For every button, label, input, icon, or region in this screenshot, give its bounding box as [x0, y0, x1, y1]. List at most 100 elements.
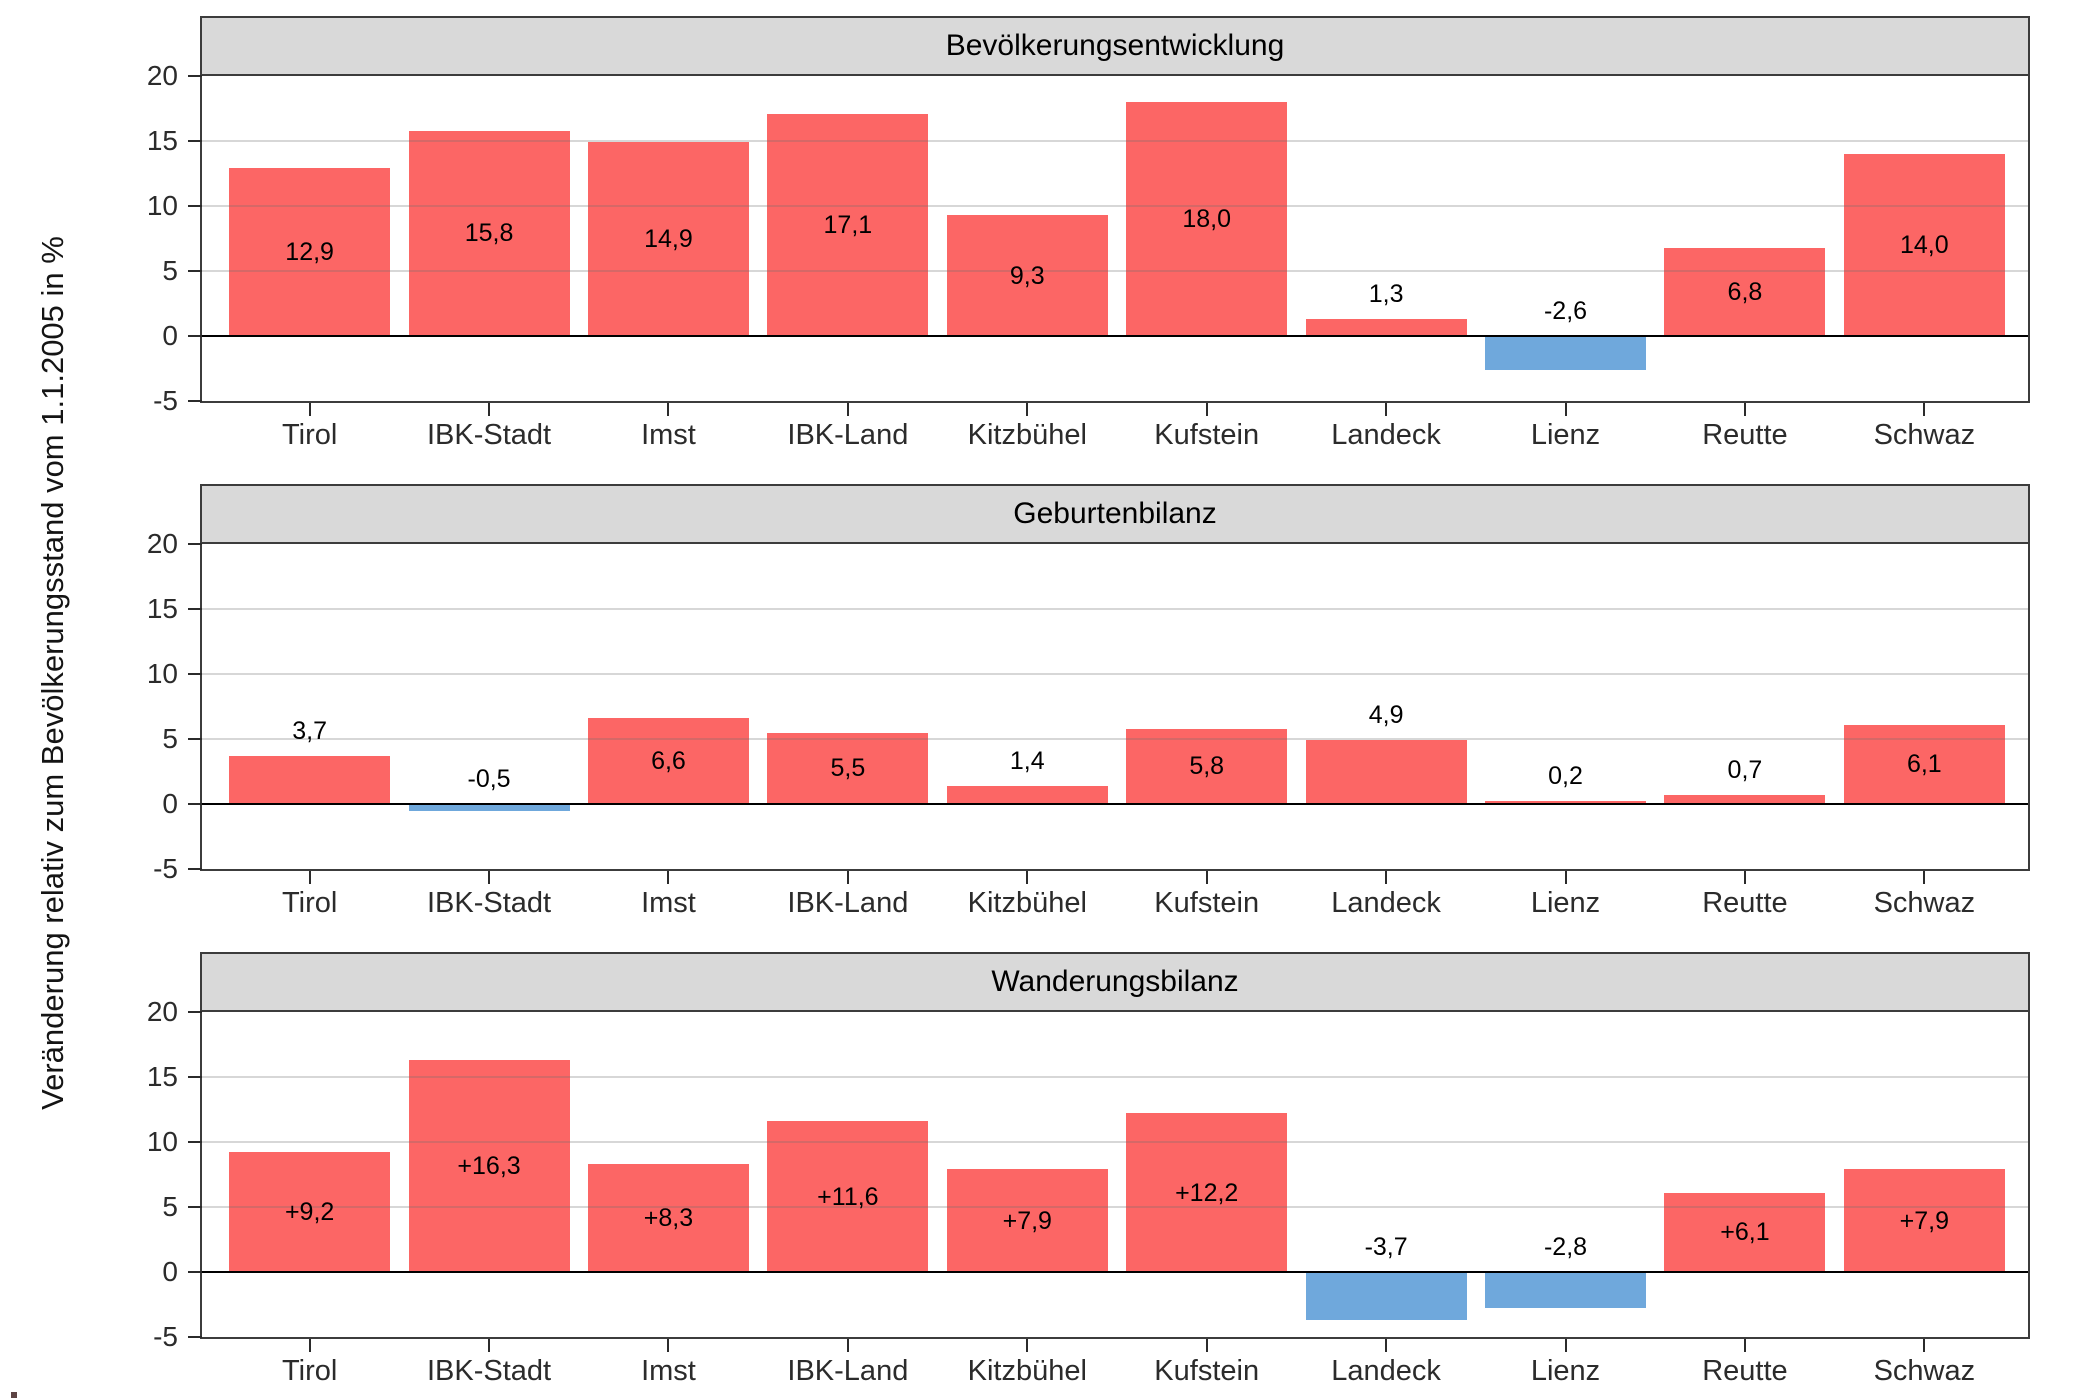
- y-tick-mark: [188, 1011, 202, 1013]
- value-label: 5,5: [830, 754, 866, 783]
- x-tick-mark: [1205, 403, 1208, 416]
- bar-Imst: [587, 142, 749, 336]
- x-tick-mark: [1385, 403, 1388, 416]
- gridline-10: [202, 1141, 2028, 1143]
- x-category-label: Kufstein: [1154, 887, 1260, 919]
- x-category-label: Schwaz: [1873, 887, 1976, 919]
- value-label: 4,9: [1368, 701, 1404, 730]
- y-tick-label: -5: [153, 1321, 178, 1352]
- bar-Kufstein: [1126, 102, 1288, 336]
- bar-Schwaz: [1843, 1169, 2005, 1272]
- y-tick-label: 15: [146, 1061, 178, 1092]
- x-category-label: Schwaz: [1873, 419, 1976, 451]
- bar-Schwaz: [1843, 724, 2005, 804]
- footnote-mark: [11, 1392, 17, 1398]
- x-tick-mark: [1205, 871, 1208, 884]
- x-category-label: Kufstein: [1154, 1355, 1260, 1387]
- x-tick-mark: [488, 871, 491, 884]
- value-label: 6,6: [651, 747, 686, 776]
- x-tick-mark: [1743, 1339, 1746, 1352]
- x-tick-mark: [1923, 1339, 1926, 1352]
- y-tick-mark: [188, 1206, 202, 1208]
- y-tick-mark: [188, 868, 202, 870]
- bar-Kitzbühel: [946, 785, 1108, 804]
- y-tick-mark: [188, 1271, 202, 1273]
- bar-Reutte: [1664, 1192, 1826, 1272]
- x-category-label: Reutte: [1702, 887, 1788, 919]
- x-category-label: Tirol: [281, 887, 338, 919]
- x-tick-mark: [1205, 1339, 1208, 1352]
- y-tick-mark: [188, 400, 202, 402]
- bar-Kufstein: [1126, 1113, 1288, 1272]
- x-category-label: Landeck: [1331, 419, 1441, 451]
- y-tick-label: 0: [162, 1256, 178, 1287]
- x-category-label: Kitzbühel: [967, 419, 1087, 451]
- x-category-label: IBK-Stadt: [426, 419, 552, 451]
- bar-Lienz: [1485, 1272, 1647, 1309]
- x-category-label: Kitzbühel: [967, 1355, 1087, 1387]
- bar-Tirol: [229, 168, 391, 336]
- bar-IBK-Land: [767, 113, 929, 336]
- zero-line: [202, 335, 2028, 337]
- bar-IBK-Stadt: [408, 804, 570, 811]
- x-category-label: Landeck: [1331, 1355, 1441, 1387]
- x-tick-mark: [667, 403, 670, 416]
- gridline-5: [202, 270, 2028, 272]
- value-label: 6,1: [1906, 750, 1942, 779]
- y-tick-label: 0: [162, 320, 178, 351]
- x-tick-mark: [1026, 403, 1029, 416]
- x-tick-mark: [1564, 1339, 1567, 1352]
- bar-IBK-Land: [767, 1121, 929, 1272]
- value-label: +7,9: [1899, 1206, 1950, 1235]
- x-tick-mark: [1743, 871, 1746, 884]
- value-label: +7,9: [1002, 1206, 1052, 1235]
- bar-Landeck: [1305, 740, 1467, 804]
- value-label: +9,2: [284, 1198, 335, 1227]
- panel-3: Wanderungsbilanz +9,2 +16,3 +8,3 +11,6 +7,9 +1…: [147, 952, 2030, 1387]
- value-label: 9,3: [1009, 261, 1045, 290]
- y-tick-label: 20: [146, 528, 178, 559]
- x-category-label: Reutte: [1702, 1355, 1788, 1387]
- x-category-label: IBK-Land: [787, 1355, 909, 1387]
- gridline-5: [202, 738, 2028, 740]
- y-tick-label: 20: [146, 60, 178, 91]
- value-label: 5,8: [1189, 752, 1225, 781]
- bar-Lienz: [1485, 801, 1647, 804]
- y-tick-mark: [188, 1141, 202, 1143]
- y-tick-mark: [188, 1336, 202, 1338]
- x-tick-mark: [1564, 403, 1567, 416]
- value-label: -3,7: [1364, 1233, 1408, 1261]
- bar-Reutte: [1664, 247, 1826, 336]
- x-tick-mark: [1026, 1339, 1029, 1352]
- value-label: 14,9: [644, 225, 693, 254]
- bar-IBK-Stadt: [408, 1060, 570, 1272]
- bar-Tirol: [229, 1152, 391, 1272]
- x-tick-mark: [308, 871, 311, 884]
- y-tick-label: 5: [162, 1191, 178, 1222]
- y-tick-label: 10: [146, 658, 178, 689]
- x-category-label: IBK-Land: [787, 887, 909, 919]
- gridline-5: [202, 1206, 2028, 1208]
- bar-Kitzbühel: [946, 1169, 1108, 1272]
- panel-1: Bevölkerungsentwicklung 12,9 15,8 14,9 17,1 9…: [147, 16, 2030, 451]
- bar-Kufstein: [1126, 728, 1288, 804]
- value-label: 3,7: [292, 716, 328, 745]
- y-tick-mark: [188, 140, 202, 142]
- y-tick-label: 20: [146, 996, 178, 1027]
- value-label: 0,7: [1727, 755, 1763, 784]
- x-tick-mark: [1564, 871, 1567, 884]
- bar-Imst: [587, 718, 749, 804]
- x-category-label: Tirol: [281, 1355, 338, 1387]
- value-label: 14,0: [1900, 231, 1949, 259]
- plot-area: 12,9 15,8 14,9 17,1 9,3 18,0 1,3 -2,6 6,8 14,0 20 1…: [147, 61, 2028, 416]
- x-category-label: IBK-Land: [787, 419, 909, 451]
- value-label: 6,8: [1727, 277, 1763, 306]
- x-tick-mark: [846, 1339, 849, 1352]
- y-tick-mark: [188, 270, 202, 272]
- zero-line: [202, 803, 2028, 805]
- y-tick-label: 5: [162, 723, 178, 754]
- gridline-15: [202, 608, 2028, 610]
- panel-title: Bevölkerungsentwicklung: [202, 18, 2028, 76]
- value-label: 1,3: [1368, 280, 1404, 309]
- x-category-label: Imst: [641, 887, 696, 919]
